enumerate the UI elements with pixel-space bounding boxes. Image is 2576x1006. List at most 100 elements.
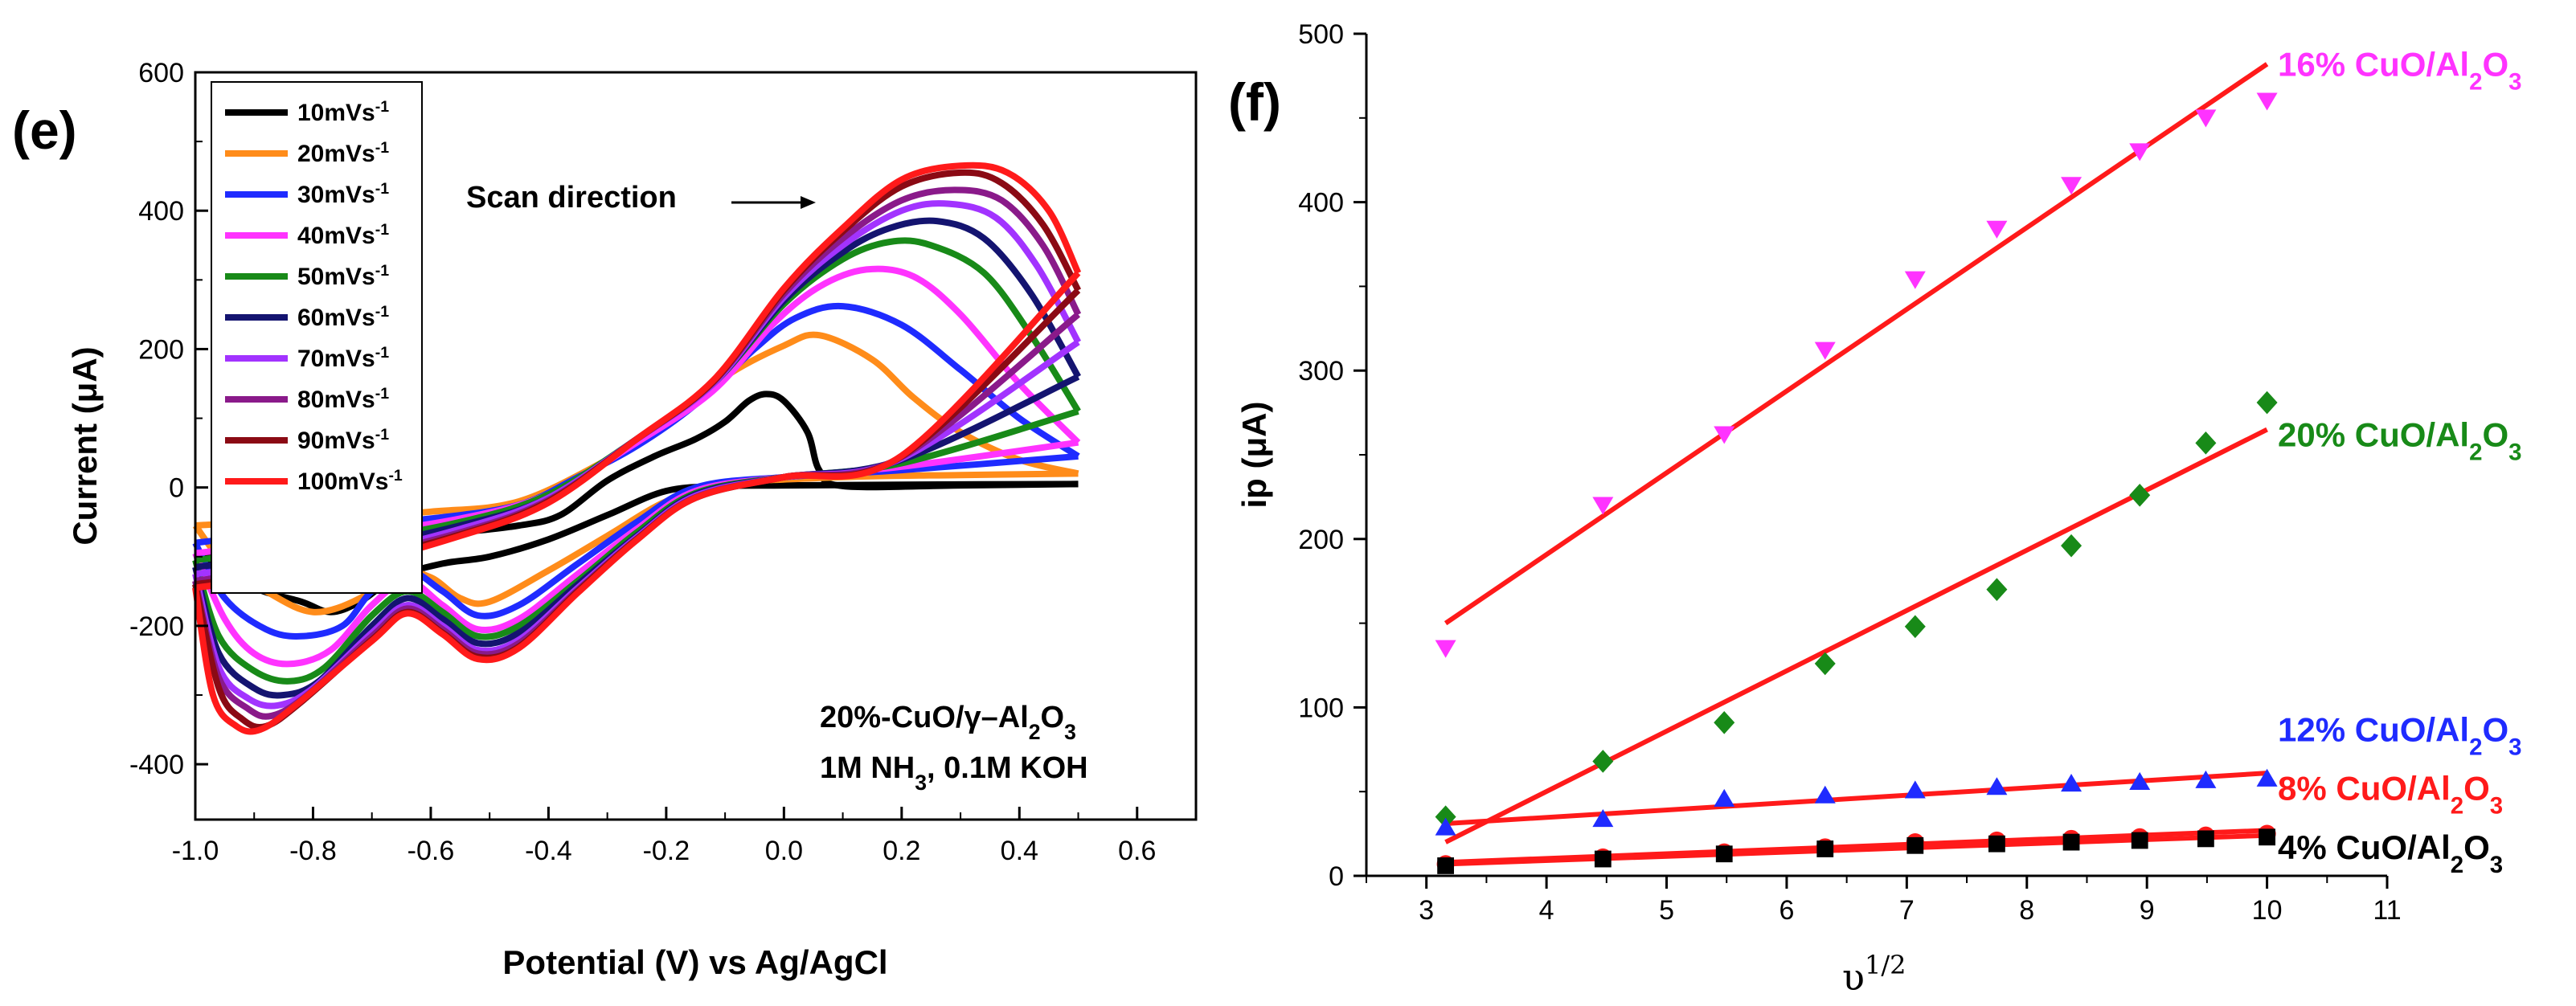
data-point-square [2062,833,2080,851]
data-point-triangle-up [1904,780,1926,799]
data-point-triangle-down [1986,220,2008,239]
data-point-square [2259,828,2275,846]
series-label: 16% CuO/Al2O3 [2278,45,2521,95]
data-point-square [1437,857,1455,874]
e-y-tick-label: -400 [129,750,184,780]
data-point-triangle-up [1714,788,1735,807]
data-point-triangle-up [2195,770,2217,788]
scan-direction-arrowhead [801,196,816,209]
scan-direction-label: Scan direction [466,181,677,215]
cv-forward-scan-10 [195,162,1082,591]
panel-f: (f) 3 4 5 6 7 8 9 10 11 0 100 200 300 400 500 ip (μA)… [1228,19,2522,999]
panel-e-axes-frame [194,71,1198,821]
cv-reverse-scan-1 [194,481,1079,615]
legend-label: 60mVs-1 [297,303,389,331]
f-x-tick-label: 11 [2373,895,2401,926]
data-point-diamond [2195,431,2217,455]
panel-f-y-ticks: 0 100 200 300 400 500 [1298,19,1366,892]
data-point-triangle-up [2129,771,2151,791]
data-point-diamond [2129,484,2151,507]
fit-line-3 [1445,771,2267,827]
series-label: 20% CuO/Al2O3 [2278,416,2521,466]
series-label: 4% CuO/Al2O3 [2278,828,2503,878]
fit-line-2 [1444,427,2268,844]
data-point-triangle-down [1714,426,1735,444]
data-point-triangle-up [2061,774,2083,792]
f-y-tick-label: 300 [1298,356,1344,386]
data-point-square [2197,830,2214,848]
e-x-tick-label: 0.2 [883,836,920,866]
panel-f-x-axis-symbol: υ [1842,955,1865,999]
cv-reverse-scan-10 [192,270,1081,735]
data-point-triangle-down [1592,497,1614,515]
legend-label: 80mVs-1 [297,385,389,413]
legend-label: 20mVs-1 [297,139,389,167]
f-x-tick-label: 9 [2140,895,2155,926]
data-point-diamond [2256,391,2278,415]
data-point-triangle-up [1986,777,2008,795]
f-x-tick-label: 10 [2252,895,2283,926]
panel-f-series-labels: 16% CuO/Al2O3 20% CuO/Al2O3 12% CuO/Al2O3 8… [2278,45,2521,877]
e-y-tick-label: 400 [138,196,184,227]
f-x-tick-label: 7 [1899,895,1915,926]
e-y-tick-label: -200 [129,611,184,642]
f-x-tick-label: 5 [1659,895,1674,926]
panel-f-y-axis-label: ip (μA) [1235,402,1273,509]
data-point-square [1988,835,2005,853]
legend-label: 70mVs-1 [297,344,389,372]
data-point-triangle-down [2195,109,2217,128]
f-x-tick-label: 8 [2019,895,2034,926]
panel-e-y-axis-label: Current (μA) [66,346,104,545]
data-point-diamond [1814,652,1836,676]
fit-line-5 [1445,832,2267,867]
e-x-tick-label: 0.4 [1001,836,1038,866]
e-x-tick-label: -1.0 [172,836,219,866]
data-point-square [1715,845,1733,863]
legend-label: 10mVs-1 [297,98,389,126]
data-point-square [1594,850,1612,868]
f-y-tick-label: 0 [1329,861,1344,892]
legend-label: 90mVs-1 [297,426,389,454]
e-x-tick-label: -0.6 [407,836,455,866]
legend-label: 30mVs-1 [297,180,389,208]
panel-e-legend-entries: 10mVs-1 20mVs-1 30mVs-1 40mVs-1 50mVs-1 60mVs… [225,98,403,495]
data-point-diamond [1904,615,1926,639]
panel-e-label: (e) [12,100,77,160]
e-x-tick-label: -0.4 [525,836,572,866]
data-point-diamond [1592,750,1614,773]
e-x-tick-label: -0.2 [643,836,690,866]
panel-e-x-ticks: -1.0 -0.8 -0.6 -0.4 -0.2 0.0 0.2 0.4 0.6 [172,807,1156,866]
e-y-tick-label: 0 [169,473,184,504]
data-point-triangle-down [2061,177,2083,195]
panel-e-legend-box [211,81,423,594]
f-y-tick-label: 500 [1298,19,1344,50]
f-y-tick-label: 200 [1298,525,1344,555]
data-point-triangle-down [1814,341,1836,360]
legend-label: 40mVs-1 [297,221,389,249]
panel-e: (e) -1.0 -0.8 -0.6 -0.4 -0.2 0.0 0.2 0.4 0.6 -40… [12,58,1198,981]
f-y-tick-label: 400 [1298,188,1344,219]
electrolyte-condition-label: 1M NH3, 0.1M KOH [820,751,1088,795]
f-x-tick-label: 6 [1779,895,1794,926]
data-point-diamond [2061,534,2083,558]
catalyst-condition-label: 20%-CuO/γ–Al2O3 [820,701,1076,744]
e-y-tick-label: 600 [138,58,184,88]
data-point-triangle-up [1592,809,1614,828]
panel-e-y-ticks: -400 -200 0 200 400 600 [129,58,208,780]
fit-line-1 [1444,62,2269,626]
data-point-triangle-down [2256,92,2278,111]
f-x-tick-label: 3 [1419,895,1434,926]
legend-label: 100mVs-1 [297,467,403,495]
panel-f-marks [1435,62,2278,874]
data-point-triangle-up [1435,817,1456,836]
panel-f-x-axis-label: υ1/2 [1842,950,1906,999]
data-point-diamond [1986,578,2008,601]
data-point-diamond [1435,805,1456,828]
data-point-diamond [1714,710,1735,734]
panel-f-label: (f) [1228,72,1281,132]
data-point-square [1816,840,1834,857]
panel-f-x-ticks: 3 4 5 6 7 8 9 10 11 [1366,876,2402,926]
series-label: 8% CuO/Al2O3 [2278,770,2503,820]
e-y-tick-label: 200 [138,334,184,365]
